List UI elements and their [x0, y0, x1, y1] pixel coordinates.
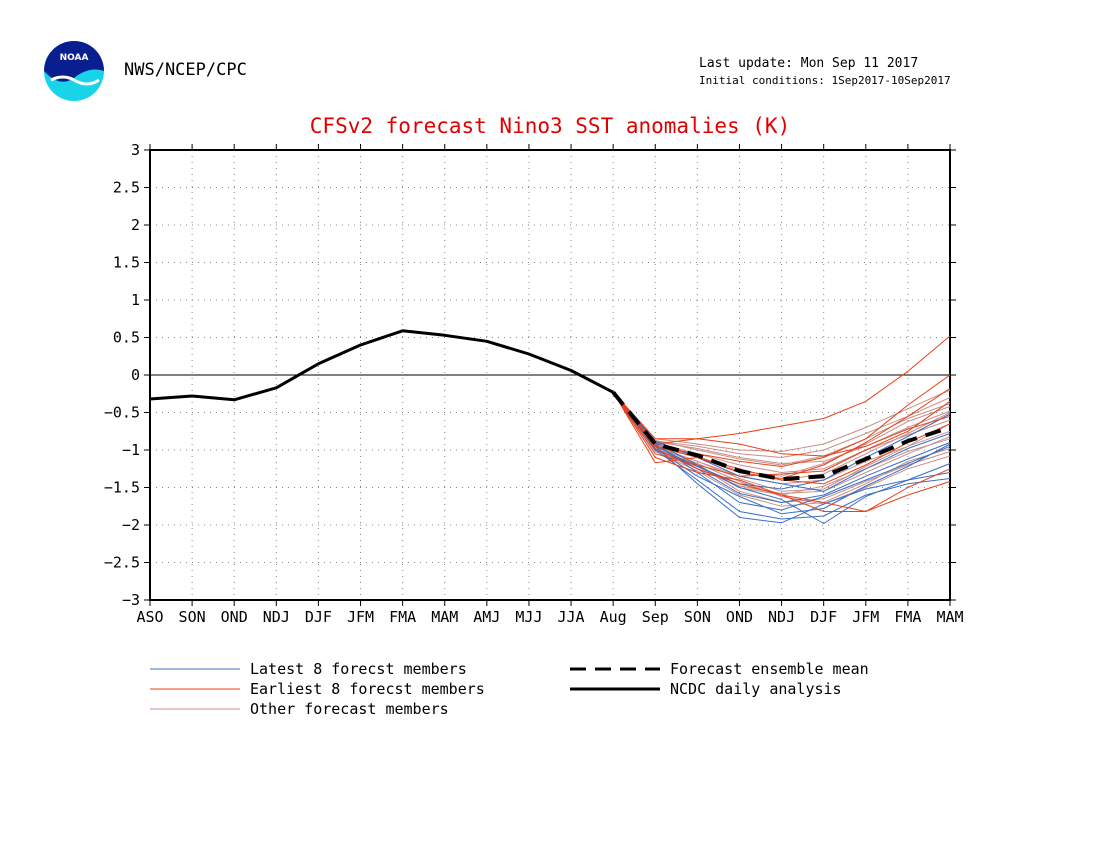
y-tick-label: −1.5: [104, 479, 140, 497]
x-tick-label: MAM: [936, 608, 963, 626]
chart-title: CFSv2 forecast Nino3 SST anomalies (K): [309, 114, 791, 138]
y-tick-label: −2.5: [104, 554, 140, 572]
y-tick-label: 1.5: [113, 254, 140, 272]
x-tick-label: JJA: [558, 608, 585, 626]
latest-member-line: [612, 391, 951, 524]
y-tick-label: −3: [122, 591, 140, 609]
x-tick-label: MAM: [431, 608, 458, 626]
x-tick-label: DJF: [810, 608, 837, 626]
other-member-line: [612, 392, 951, 494]
legend-label: Other forecast members: [250, 700, 449, 718]
x-tick-label: JFM: [347, 608, 374, 626]
earliest-member-line: [612, 392, 951, 512]
other-member-line: [612, 389, 951, 452]
y-tick-label: −1: [122, 441, 140, 459]
earliest-member-line: [612, 391, 951, 485]
other-member-line: [612, 391, 951, 492]
y-tick-label: 0.5: [113, 329, 140, 347]
x-tick-label: NDJ: [263, 608, 290, 626]
earliest-member-line: [612, 335, 951, 440]
x-tick-label: SON: [179, 608, 206, 626]
latest-member-line: [612, 391, 951, 503]
x-tick-label: FMA: [389, 608, 416, 626]
x-tick-label: AMJ: [473, 608, 500, 626]
x-tick-label: MJJ: [515, 608, 542, 626]
y-tick-label: 2: [131, 216, 140, 234]
last-update-text: Last update: Mon Sep 11 2017: [699, 56, 919, 71]
initial-conditions-text: Initial conditions: 1Sep2017-10Sep2017: [699, 74, 951, 87]
ensemble-mean-line: [611, 391, 951, 482]
x-tick-label: SON: [684, 608, 711, 626]
y-tick-label: 1: [131, 291, 140, 309]
earliest-member-line: [612, 392, 951, 477]
legend-label: Forecast ensemble mean: [670, 660, 869, 678]
y-tick-label: 0: [131, 366, 140, 384]
legend-label: Latest 8 forecst members: [250, 660, 467, 678]
earliest-member-line: [612, 391, 951, 457]
y-tick-label: 2.5: [113, 179, 140, 197]
noaa-logo: NOAA: [44, 41, 104, 101]
y-tick-label: 3: [131, 141, 140, 159]
x-tick-label: NDJ: [768, 608, 795, 626]
agency-label: NWS/NCEP/CPC: [124, 60, 247, 80]
earliest-member-line: [612, 388, 951, 479]
analysis-line: [149, 329, 614, 402]
legend-label: NCDC daily analysis: [670, 680, 842, 698]
other-member-line: [612, 391, 951, 464]
x-tick-label: Aug: [600, 608, 627, 626]
legend-label: Earliest 8 forecst members: [250, 680, 485, 698]
x-tick-label: FMA: [894, 608, 921, 626]
latest-member-line: [612, 392, 951, 520]
y-tick-label: −0.5: [104, 404, 140, 422]
x-tick-label: JFM: [852, 608, 879, 626]
noaa-logo-text: NOAA: [60, 53, 89, 63]
x-tick-label: OND: [221, 608, 248, 626]
x-tick-label: DJF: [305, 608, 332, 626]
x-tick-label: ASO: [136, 608, 163, 626]
y-tick-label: −2: [122, 516, 140, 534]
x-tick-label: OND: [726, 608, 753, 626]
x-tick-label: Sep: [642, 608, 669, 626]
